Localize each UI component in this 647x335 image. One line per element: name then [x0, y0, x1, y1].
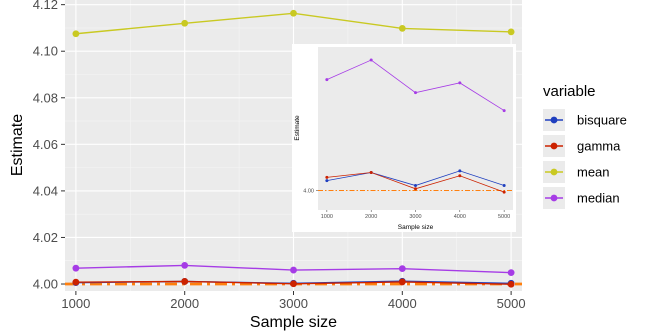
- legend-title: variable: [543, 83, 596, 100]
- series-gamma: [72, 278, 515, 288]
- main-y-ticks: 4.00 4.02 4.04 4.06 4.08 4.10 4.12: [33, 0, 65, 292]
- x-tick-label: 2000: [170, 296, 199, 311]
- inset-point-bisquare-5000: [502, 184, 506, 188]
- main-x-ticks: 1000 2000 3000 4000 5000: [61, 291, 526, 311]
- inset-chart: 4.00 1000 2000 3000 4000 5000 Sample size Es…: [292, 44, 516, 232]
- legend-label: median: [577, 191, 620, 206]
- x-tick-label: 5000: [497, 296, 526, 311]
- point-mean-1000: [72, 30, 80, 38]
- inset-series: [325, 58, 506, 194]
- legend-item-mean: mean: [543, 161, 610, 183]
- x-tick-label: 3000: [279, 296, 308, 311]
- inset-point-bisquare-1000: [325, 179, 329, 183]
- point-gamma-3000: [290, 280, 297, 288]
- point-median-3000: [290, 266, 297, 274]
- inset-series-gamma: [325, 171, 506, 194]
- inset-y-tick-label: 4.00: [303, 188, 314, 194]
- inset-point-bisquare-3000: [414, 184, 417, 188]
- point-mean-3000: [290, 9, 297, 17]
- y-tick-label: 4.00: [33, 277, 58, 292]
- main-series: [72, 9, 515, 288]
- inset-x-axis-title: Sample size: [398, 224, 434, 231]
- legend-label: mean: [577, 165, 610, 180]
- inset-point-median-4000: [458, 81, 462, 85]
- legend-item-bisquare: bisquare: [543, 109, 627, 131]
- inset-series-bisquare: [325, 169, 506, 188]
- point-median-5000: [507, 269, 515, 277]
- y-tick-label: 4.10: [33, 44, 58, 59]
- point-median-4000: [398, 265, 406, 273]
- y-tick-label: 4.12: [33, 0, 58, 12]
- series-median: [72, 261, 515, 277]
- y-tick-label: 4.08: [33, 90, 58, 105]
- series-mean: [72, 9, 515, 38]
- point-median-2000: [181, 261, 189, 269]
- inset-x-tick-label: 1000: [321, 214, 333, 220]
- inset-y-ticks: 4.00: [303, 188, 318, 194]
- point-gamma-2000: [181, 278, 189, 285]
- inset-point-gamma-4000: [458, 174, 462, 178]
- legend-item-gamma: gamma: [543, 135, 621, 157]
- x-axis-title: Sample size: [250, 314, 337, 331]
- y-tick-label: 4.04: [33, 183, 58, 198]
- inset-x-tick-label: 5000: [498, 214, 510, 220]
- inset-point-median-5000: [502, 109, 506, 113]
- legend-key-point: [550, 168, 558, 176]
- legend-label: gamma: [577, 139, 621, 154]
- inset-point-median-1000: [325, 78, 329, 82]
- x-tick-label: 1000: [61, 296, 90, 311]
- point-mean-5000: [507, 28, 515, 36]
- y-axis-title: Estimate: [9, 114, 26, 176]
- inset-point-gamma-2000: [369, 171, 373, 175]
- inset-point-gamma-3000: [414, 187, 417, 191]
- legend-key-point: [550, 116, 558, 124]
- inset-x-ticks: 1000 2000 3000 4000 5000: [321, 210, 510, 220]
- inset-point-gamma-1000: [325, 175, 329, 179]
- x-tick-label: 4000: [388, 296, 417, 311]
- inset-point-gamma-5000: [502, 190, 506, 194]
- inset-x-tick-label: 2000: [365, 214, 377, 220]
- y-tick-label: 4.06: [33, 137, 58, 152]
- point-gamma-5000: [507, 280, 515, 288]
- legend: variable bisquare gamma mean median: [543, 83, 627, 209]
- inset-x-tick-label: 3000: [409, 214, 421, 220]
- inset-panel: [318, 47, 513, 210]
- inset-point-median-3000: [414, 91, 417, 95]
- legend-key-point: [550, 194, 558, 202]
- legend-keys: bisquare gamma mean median: [543, 109, 627, 209]
- legend-label: bisquare: [577, 113, 627, 128]
- inset-y-axis-title: Estimate: [294, 115, 301, 141]
- point-mean-2000: [181, 19, 189, 27]
- point-median-1000: [72, 264, 80, 272]
- point-gamma-4000: [398, 278, 406, 286]
- legend-item-median: median: [543, 187, 620, 209]
- point-mean-4000: [398, 25, 406, 32]
- legend-key-point: [550, 142, 558, 150]
- y-tick-label: 4.02: [33, 230, 58, 245]
- inset-series-median: [325, 58, 506, 113]
- inset-x-tick-label: 4000: [454, 214, 466, 220]
- inset-point-bisquare-4000: [458, 169, 462, 173]
- point-gamma-1000: [72, 278, 80, 286]
- inset-point-median-2000: [369, 58, 373, 62]
